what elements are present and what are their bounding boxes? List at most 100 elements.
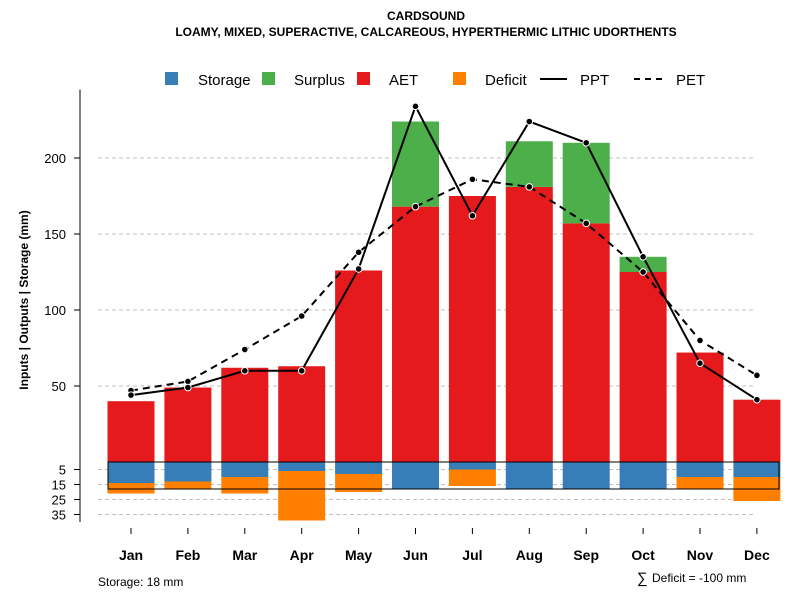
lower-y-tick-label: 35	[52, 508, 66, 523]
month-label: Mar	[232, 547, 257, 563]
storage-note: Storage: 18 mm	[98, 575, 183, 589]
ppt-point	[184, 383, 192, 392]
month-label: Dec	[744, 547, 770, 563]
storage-bar	[448, 462, 496, 470]
month-label: Nov	[687, 547, 714, 563]
ppt-point	[753, 395, 761, 404]
chart-title: CARDSOUND	[387, 9, 465, 23]
deficit-bar	[676, 477, 724, 489]
aet-bar	[335, 270, 383, 462]
storage-bar	[107, 462, 155, 483]
pet-point	[354, 248, 363, 257]
ppt-line	[130, 103, 758, 401]
pet-point	[525, 183, 534, 191]
storage-bar	[221, 462, 269, 477]
y-tick-label: 200	[44, 151, 66, 166]
deficit-note: Deficit = -100 mm	[652, 571, 746, 585]
ppt-point	[297, 367, 306, 375]
pet-line	[130, 178, 758, 392]
deficit-bar	[107, 483, 155, 494]
pet-point	[411, 202, 420, 211]
ppt-point	[525, 117, 534, 126]
aet-bar	[392, 206, 439, 462]
month-label: Jan	[119, 547, 143, 563]
lower-y-tick-label: 25	[52, 493, 66, 508]
deficit-symbol: ∑	[637, 570, 648, 587]
storage-bar	[676, 462, 724, 477]
ppt-point	[639, 252, 647, 261]
y-tick-label: 150	[44, 227, 66, 242]
aet-bar	[733, 399, 781, 462]
legend-aet-label: AET	[389, 72, 418, 89]
aet-bar	[676, 352, 724, 462]
pet-point	[241, 345, 249, 354]
deficit-bar	[335, 474, 383, 492]
legend-aet-swatch	[357, 72, 370, 85]
legend-ppt-label: PPT	[580, 72, 609, 89]
aet-bar	[448, 196, 496, 462]
legend-storage-swatch	[165, 72, 178, 85]
lower-y-tick-label: 5	[59, 463, 66, 478]
y-tick-label: 100	[44, 303, 66, 318]
pet-point	[639, 268, 647, 276]
pet-point	[753, 371, 761, 380]
deficit-bar	[448, 469, 496, 486]
storage-bar	[278, 462, 326, 471]
surplus-bar	[562, 142, 610, 224]
legend-storage-label: Storage	[198, 72, 251, 89]
storage-capacity-frame	[107, 461, 780, 490]
lower-y-tick-label: 15	[52, 478, 66, 493]
storage-bar	[733, 462, 781, 477]
ppt-pet-lines	[127, 102, 761, 404]
storage-deficit-panel	[107, 461, 781, 521]
month-label: Jun	[403, 547, 428, 563]
ppt-point	[354, 265, 363, 273]
legend-surplus-swatch	[262, 72, 275, 85]
aet-bar	[505, 186, 553, 462]
y-axis-label: Inputs | Outputs | Storage (mm)	[17, 210, 31, 389]
ppt-point	[127, 391, 135, 399]
legend-deficit-swatch	[453, 72, 466, 85]
pet-point	[582, 219, 591, 228]
month-label: Oct	[631, 547, 655, 563]
surplus-bar	[392, 121, 439, 207]
storage-bar	[619, 462, 667, 489]
aet-bar	[107, 401, 155, 462]
month-label: Jul	[462, 547, 482, 563]
month-label: Feb	[175, 547, 200, 563]
storage-bar	[164, 462, 212, 482]
legend-pet-label: PET	[676, 72, 705, 89]
ppt-point	[468, 211, 477, 220]
storage-bar	[392, 462, 439, 489]
legend: Storage Surplus AET Deficit PPT PET	[165, 72, 705, 89]
ppt-point	[696, 359, 704, 368]
aet-bar	[221, 367, 269, 462]
ppt-point	[411, 102, 420, 111]
y-tick-label: 50	[52, 379, 66, 394]
aet-bar	[619, 272, 667, 462]
pet-point	[297, 312, 306, 320]
month-label: Apr	[290, 547, 315, 563]
deficit-bar	[278, 471, 326, 521]
aet-bar	[562, 223, 610, 462]
legend-deficit-label: Deficit	[485, 72, 528, 89]
chart-subtitle: LOAMY, MIXED, SUPERACTIVE, CALCAREOUS, H…	[175, 25, 676, 39]
pet-point	[696, 336, 704, 345]
month-label: May	[345, 547, 372, 563]
storage-bar	[335, 462, 383, 474]
storage-bar	[562, 462, 610, 489]
deficit-bar	[221, 477, 269, 494]
pet-point	[468, 175, 477, 184]
aet-bar	[278, 366, 326, 462]
bars	[107, 121, 781, 462]
month-label: Aug	[516, 547, 543, 563]
surplus-bar	[619, 256, 667, 272]
month-label: Sep	[573, 547, 599, 563]
aet-bar	[164, 387, 212, 462]
ppt-point	[582, 139, 591, 147]
ppt-point	[241, 367, 249, 375]
storage-bar	[505, 462, 553, 489]
legend-surplus-label: Surplus	[294, 72, 345, 89]
